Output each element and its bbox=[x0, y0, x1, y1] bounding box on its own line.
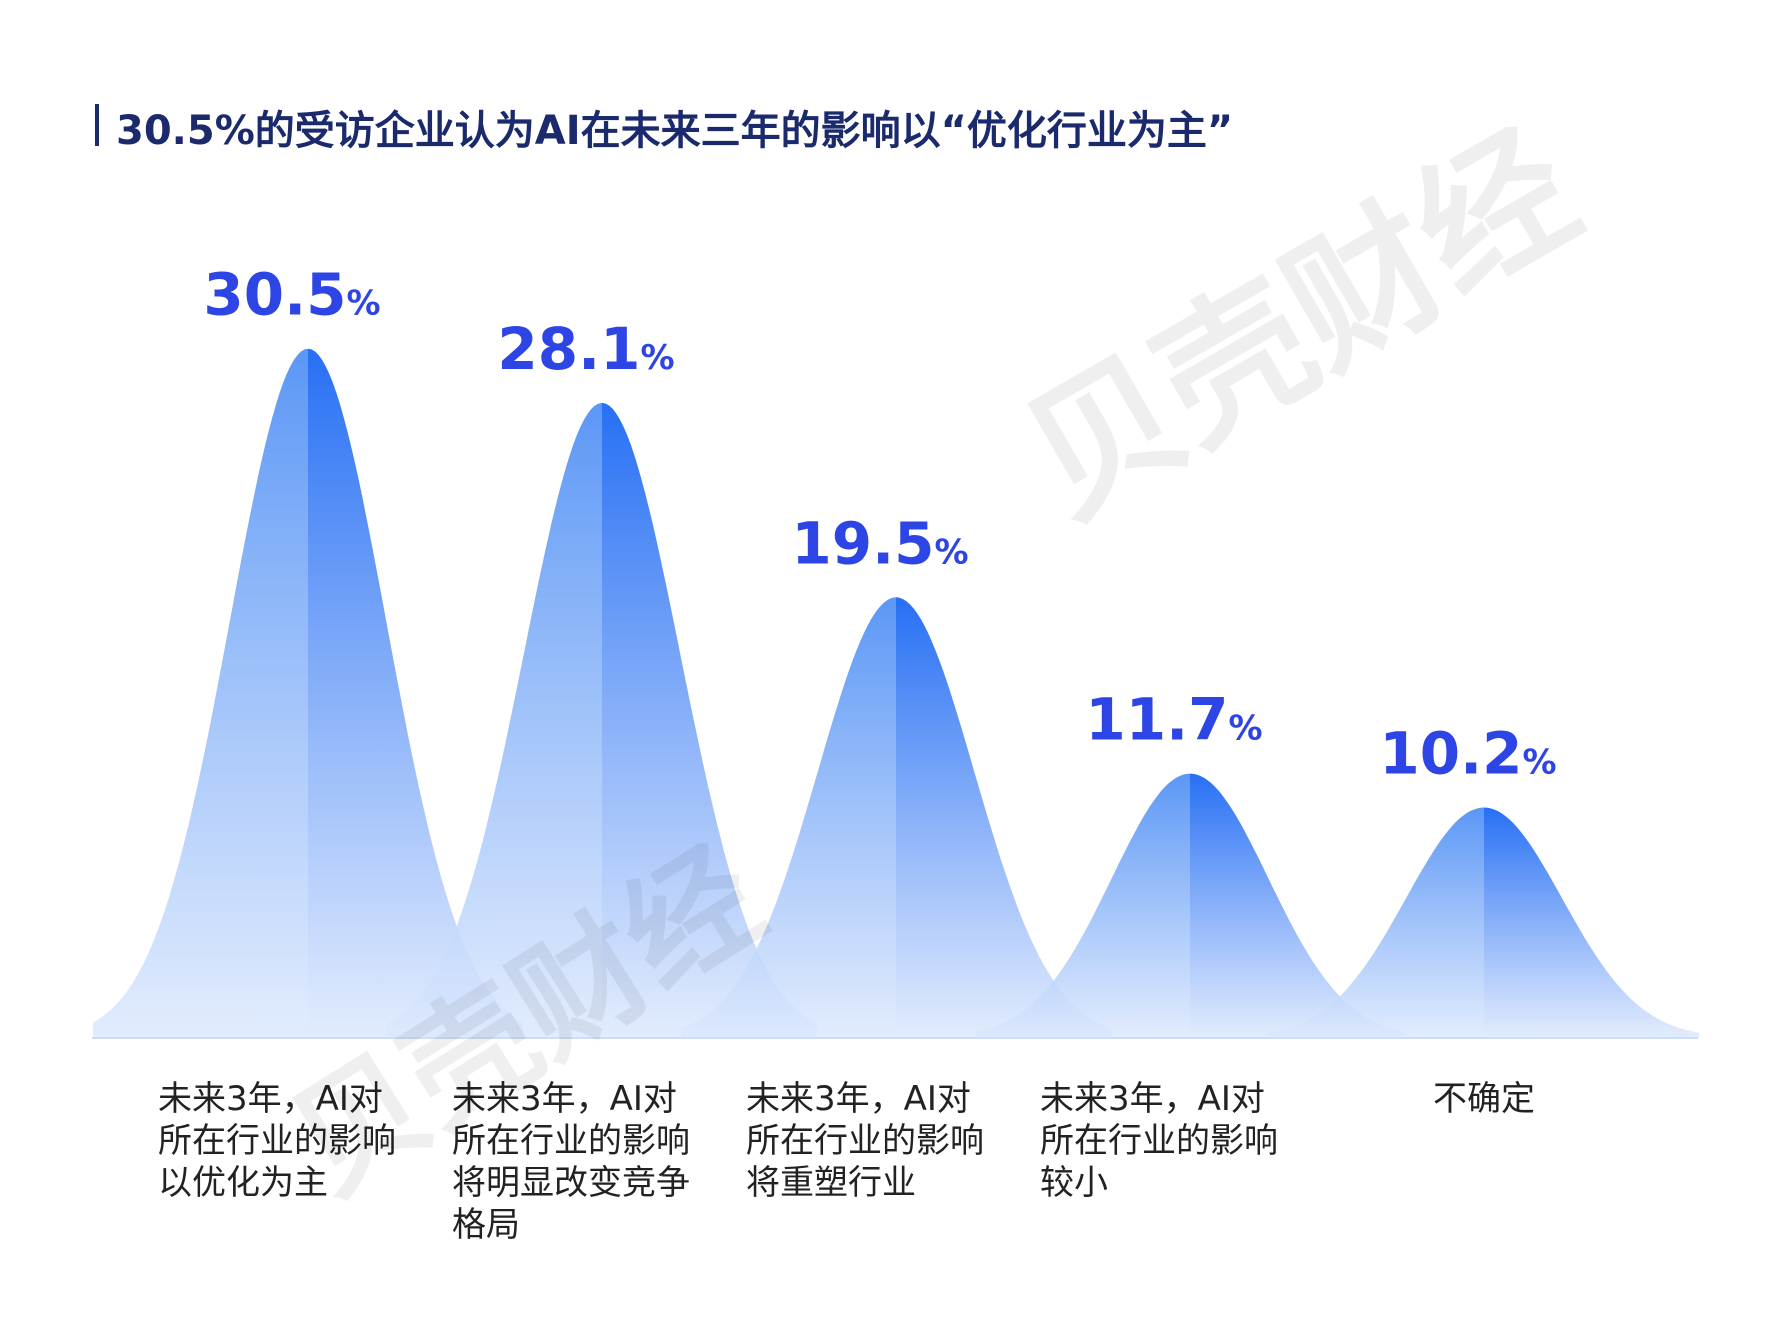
category-labels-layer: 未来3年，AI对所在行业的影响以优化为主未来3年，AI对所在行业的影响将明显改变… bbox=[158, 1079, 1535, 1245]
category-label: 未来3年，AI对所在行业的影响较小 bbox=[1040, 1079, 1278, 1203]
title-accent-bar bbox=[95, 104, 99, 146]
value-label: 28.1% bbox=[497, 315, 674, 383]
category-label-line: 将重塑行业 bbox=[746, 1163, 916, 1203]
category-label-line: 所在行业的影响 bbox=[452, 1121, 690, 1161]
category-label-line: 所在行业的影响 bbox=[158, 1121, 396, 1161]
peak-right-half bbox=[1190, 773, 1405, 1038]
value-number: 19.5 bbox=[791, 509, 934, 577]
value-unit: % bbox=[347, 284, 381, 324]
value-number: 10.2 bbox=[1379, 719, 1522, 787]
value-unit: % bbox=[1229, 709, 1263, 749]
peak-right-half bbox=[1484, 807, 1699, 1038]
value-label: 19.5% bbox=[791, 509, 968, 577]
value-label: 10.2% bbox=[1379, 719, 1556, 787]
category-label-line: 以优化为主 bbox=[158, 1163, 328, 1203]
value-label: 11.7% bbox=[1085, 686, 1262, 754]
value-labels-layer: 30.5%28.1%19.5%11.7% 10.2% bbox=[203, 261, 1556, 788]
peak-right-half bbox=[896, 597, 1111, 1038]
category-label-line: 较小 bbox=[1040, 1163, 1108, 1203]
category-label: 不确定 bbox=[1433, 1079, 1535, 1119]
peak-left-half bbox=[387, 402, 602, 1038]
value-number: 28.1 bbox=[497, 315, 640, 383]
category-label-line: 未来3年，AI对 bbox=[452, 1079, 677, 1119]
category-label-line: 未来3年，AI对 bbox=[746, 1079, 971, 1119]
category-label-line: 格局 bbox=[452, 1205, 520, 1245]
value-unit: % bbox=[641, 338, 675, 378]
category-label: 未来3年，AI对所在行业的影响将重塑行业 bbox=[746, 1079, 984, 1203]
value-label: 30.5% bbox=[203, 261, 380, 329]
category-label-line: 所在行业的影响 bbox=[746, 1121, 984, 1161]
category-label-line: 不确定 bbox=[1433, 1079, 1535, 1119]
value-number: 11.7 bbox=[1085, 686, 1228, 754]
value-number: 30.5 bbox=[203, 261, 346, 329]
peaks-layer bbox=[93, 348, 1699, 1038]
category-label-line: 未来3年，AI对 bbox=[1040, 1079, 1265, 1119]
peak-left-half bbox=[1269, 807, 1484, 1038]
category-label: 未来3年，AI对所在行业的影响以优化为主 bbox=[158, 1079, 396, 1203]
peak-right-half bbox=[602, 402, 817, 1038]
category-label-line: 未来3年，AI对 bbox=[158, 1079, 383, 1119]
category-label-line: 将明显改变竞争 bbox=[452, 1163, 690, 1203]
value-unit: % bbox=[935, 532, 969, 572]
chart-title: 30.5%的受访企业认为AI在未来三年的影响以“优化行业为主” bbox=[116, 108, 1234, 154]
category-label-line: 所在行业的影响 bbox=[1040, 1121, 1278, 1161]
category-label: 未来3年，AI对所在行业的影响将明显改变竞争格局 bbox=[452, 1079, 690, 1245]
peak-left-half bbox=[681, 597, 896, 1038]
peak-right-half bbox=[308, 348, 523, 1038]
value-unit: % bbox=[1523, 742, 1557, 782]
peak-left-half bbox=[975, 773, 1190, 1038]
peak-left-half bbox=[93, 348, 308, 1038]
